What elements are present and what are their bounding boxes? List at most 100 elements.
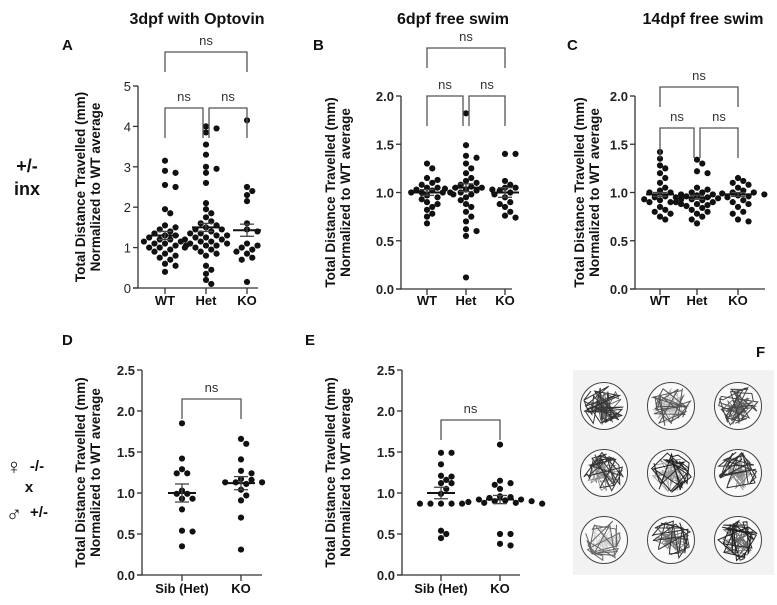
significance-label: ns	[480, 77, 494, 92]
data-point-ko	[501, 203, 509, 211]
data-point-sib-het-	[184, 470, 191, 477]
y-tick-label: 5	[124, 79, 131, 94]
data-point-het	[197, 248, 204, 255]
data-point-het	[704, 208, 711, 215]
data-point-ko	[496, 540, 504, 547]
data-point-het	[462, 177, 470, 185]
x-category-label: WT	[650, 293, 670, 308]
significance-label: ns	[177, 89, 191, 104]
panel-letter-d: D	[62, 332, 73, 349]
significance-bracket	[426, 95, 464, 126]
data-point-wt	[156, 244, 163, 251]
data-point-ko	[740, 197, 747, 204]
x-category-label: KO	[495, 293, 515, 308]
data-point-het	[704, 170, 711, 177]
swim-trajectory-edge	[650, 452, 692, 493]
y-tick-label: 3	[124, 160, 131, 175]
significance-bracket	[426, 47, 506, 68]
data-point-ko	[745, 181, 752, 188]
data-point-het	[213, 242, 220, 249]
data-point-ko	[501, 150, 509, 157]
data-point-het	[208, 280, 215, 288]
data-point-sib-het-	[189, 528, 196, 535]
x-category-label: KO	[728, 293, 748, 308]
data-point-het	[688, 216, 695, 223]
significance-bracket	[208, 107, 248, 138]
data-point-het	[202, 270, 210, 277]
data-point-het	[213, 125, 220, 132]
data-point-het	[223, 240, 231, 247]
panel-a: A Total Distance Travelled (mm) Normalized…	[62, 33, 261, 308]
data-point-wt	[656, 203, 664, 211]
swim-trajectory-edge	[585, 520, 621, 562]
data-point-het	[704, 201, 711, 209]
data-point-ko	[734, 174, 742, 182]
data-point-sib-het-	[178, 455, 186, 462]
data-point-wt	[161, 260, 169, 267]
data-point-sib-het-	[437, 472, 445, 479]
x-category-label: Het	[687, 293, 709, 308]
data-point-ko	[734, 216, 742, 223]
data-point-het	[202, 179, 210, 187]
y-tick-label: 1.0	[117, 486, 135, 501]
data-point-het	[192, 244, 199, 251]
data-point-het	[181, 236, 189, 243]
data-point-ko	[507, 480, 514, 487]
tracking-well	[714, 449, 762, 497]
y-tick-label: 1.5	[376, 137, 394, 152]
data-point-sib-het-	[448, 449, 455, 456]
panel-c: C Total Distance Travelled (mm) Normalized…	[567, 37, 768, 308]
data-point-het	[447, 189, 454, 196]
tracking-well	[714, 516, 762, 564]
data-point-ko	[248, 470, 255, 477]
data-point-het	[462, 170, 470, 177]
data-point-wt	[423, 199, 431, 206]
panel-d: D Total Distance Travelled (mm) Normalized…	[62, 332, 266, 596]
data-point-ko	[258, 479, 266, 486]
data-point-ko	[248, 476, 255, 483]
data-point-wt	[667, 199, 674, 206]
y-tick-label: 1.0	[610, 186, 628, 201]
data-point-ko	[249, 187, 256, 195]
data-point-ko	[761, 191, 768, 198]
data-point-het	[468, 165, 475, 172]
data-point-wt	[667, 210, 674, 217]
data-point-het	[693, 156, 701, 163]
data-point-sib-het-	[437, 527, 445, 534]
data-point-het	[202, 242, 210, 249]
data-point-het	[208, 246, 215, 253]
data-point-ko	[237, 497, 245, 504]
significance-bracket	[659, 127, 695, 158]
significance-bracket	[181, 398, 242, 419]
data-point-ko	[719, 190, 726, 197]
data-point-het	[468, 174, 475, 182]
data-point-wt	[146, 244, 153, 251]
data-point-het	[693, 168, 701, 175]
data-point-het	[693, 210, 701, 217]
data-point-wt	[662, 216, 669, 223]
data-point-het	[202, 151, 210, 158]
data-point-wt	[161, 250, 169, 257]
data-point-ko	[243, 198, 251, 205]
data-point-het	[462, 160, 470, 167]
data-point-het	[468, 191, 475, 198]
data-point-het	[213, 250, 220, 257]
data-point-wt	[662, 184, 669, 191]
data-point-ko	[491, 481, 498, 488]
data-point-sib-het-	[427, 500, 434, 507]
y-tick-label: 0.5	[117, 527, 135, 542]
data-point-wt	[418, 196, 425, 203]
data-point-sib-het-	[437, 500, 445, 507]
data-point-het	[202, 262, 210, 269]
data-point-het	[462, 110, 470, 117]
data-point-wt	[423, 160, 431, 167]
data-point-ko	[238, 256, 245, 263]
data-point-het	[202, 206, 210, 213]
data-point-wt	[172, 169, 179, 176]
female-genotype: -/-	[30, 458, 44, 475]
swim-trajectory-edge	[583, 385, 624, 425]
data-point-het	[213, 232, 220, 239]
data-point-wt	[662, 174, 669, 182]
data-point-het	[693, 200, 701, 208]
data-point-ko	[740, 177, 747, 185]
